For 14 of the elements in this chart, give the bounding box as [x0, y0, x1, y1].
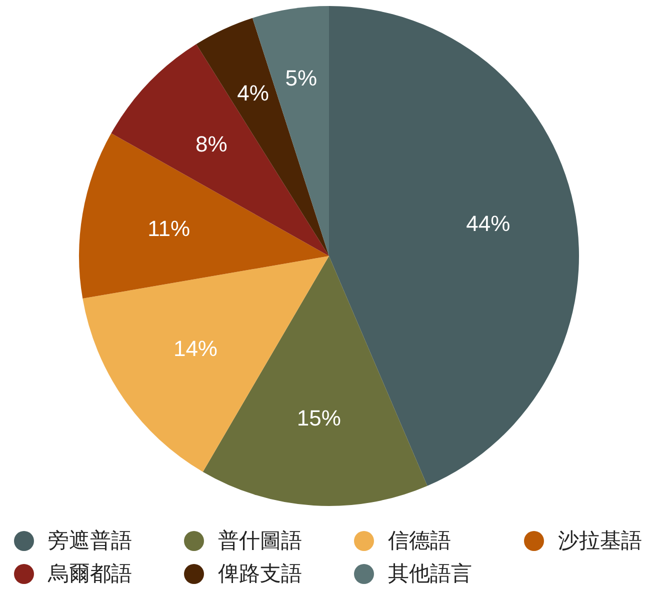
data-label: 4%: [237, 80, 269, 106]
data-label: 15%: [296, 406, 341, 431]
legend-label: 其他語言: [388, 562, 472, 586]
data-label: 14%: [173, 336, 218, 362]
legend-label: 俾路支語: [218, 562, 302, 586]
data-label: 8%: [196, 131, 228, 156]
legend-label: 烏爾都語: [47, 562, 132, 586]
data-label: 44%: [466, 210, 510, 236]
legend-label: 旁遮普語: [48, 528, 132, 552]
data-label: 11%: [148, 216, 190, 241]
legend-label: 普什圖語: [218, 528, 302, 552]
data-label: 5%: [285, 66, 318, 91]
legend-label: 信德語: [388, 530, 451, 552]
legend-label: 沙拉基語: [558, 530, 642, 552]
